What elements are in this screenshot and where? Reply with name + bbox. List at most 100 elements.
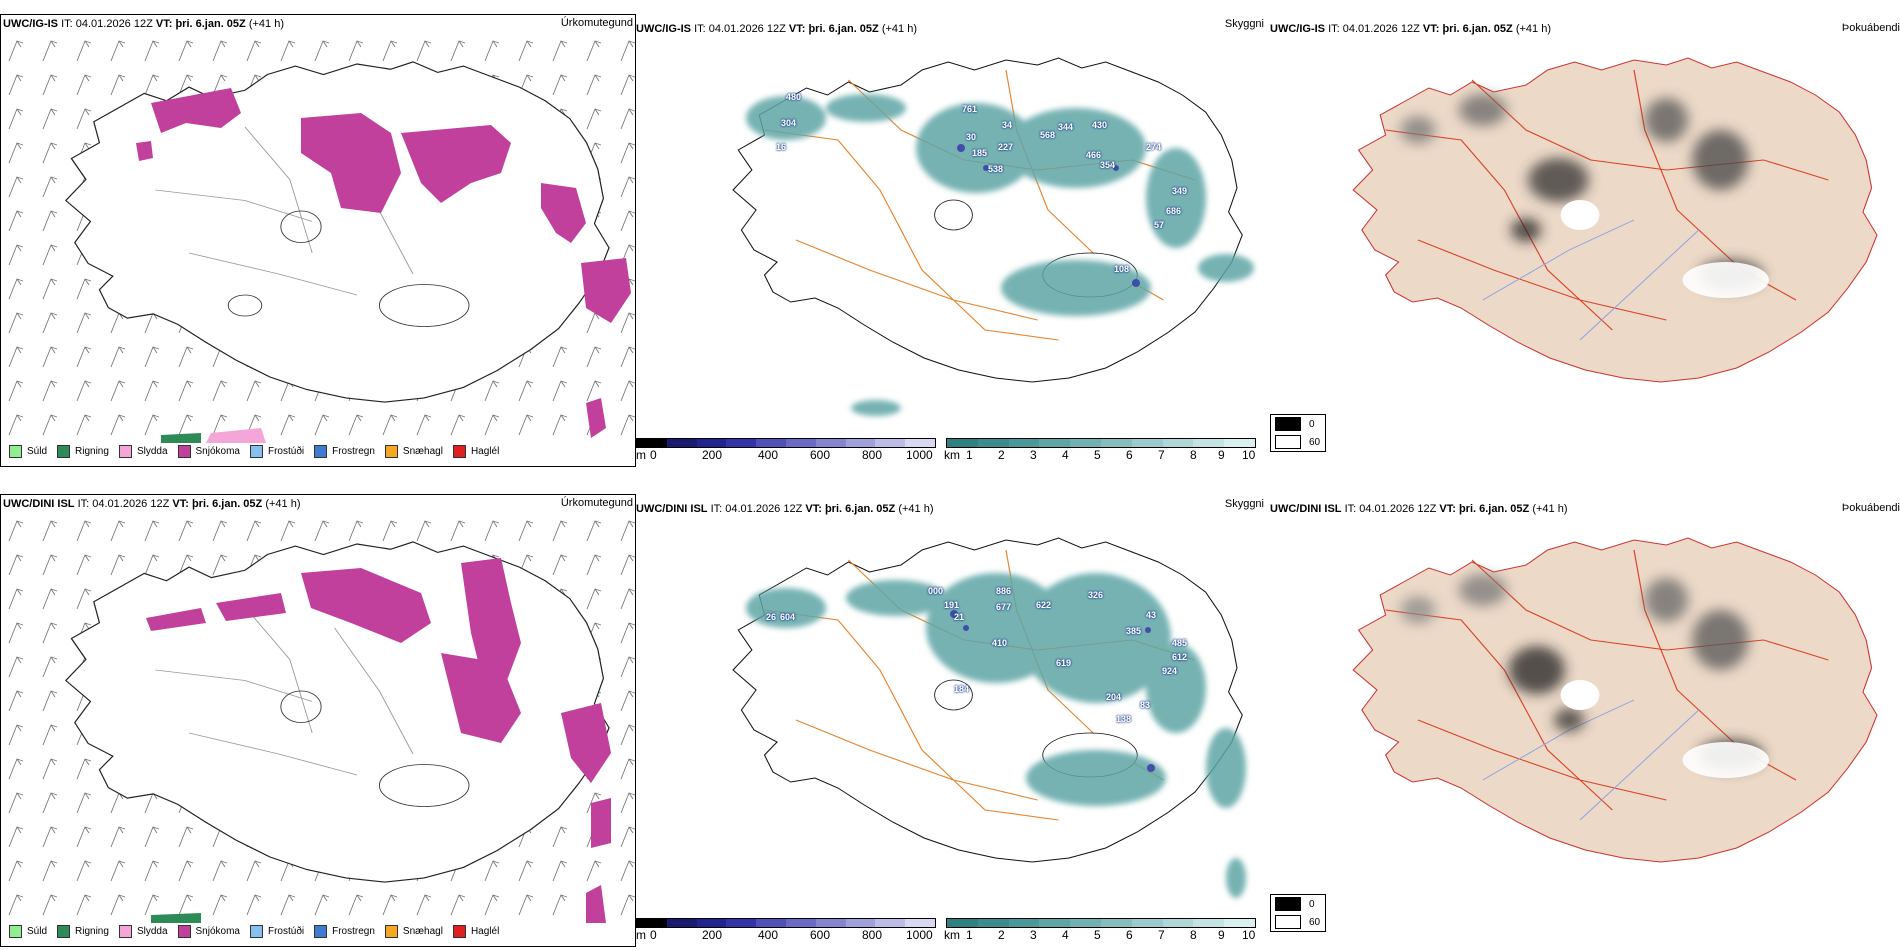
panel-title: Skyggni	[1224, 498, 1264, 510]
colorbar-tick: 800	[862, 928, 883, 942]
ceiling-colorbar-segment	[726, 919, 757, 927]
ceiling-value: 000	[928, 586, 944, 596]
ceiling-value: 686	[1166, 206, 1182, 216]
colorbar-tick: 0	[650, 448, 657, 462]
precip-legend: Súld Rigning Slydda Snjókoma Frostúði Fr…	[9, 445, 509, 458]
ceiling-colorbar-segment	[905, 919, 935, 927]
legend-item: Frostúði	[249, 925, 304, 938]
ceiling-colorbar-segment	[666, 439, 697, 447]
colorbar-tick: 1000	[906, 448, 933, 462]
panel-header: UWC/IG-IS IT: 04.01.2026 12Z VT: þri. 6.…	[636, 23, 917, 35]
ceiling-value: 604	[780, 612, 796, 622]
legend-item: Snjókoma	[177, 925, 240, 938]
ceiling-value: 466	[1086, 150, 1102, 160]
legend-item: Frostregn	[314, 925, 375, 938]
colorbar-tick: 6	[1126, 928, 1133, 942]
visibility-colorbar-segment	[947, 919, 978, 927]
panel-title: Þokuábendi	[1841, 502, 1900, 514]
ceiling-value: 924	[1162, 666, 1178, 676]
ceiling-value: 184	[954, 684, 970, 694]
visibility-colorbar: km 1 2 3 4 5 6 7 8 9 10	[944, 918, 1256, 942]
legend-item: Rigning	[57, 925, 109, 938]
legend-swatch	[384, 925, 398, 938]
legend-swatch	[384, 445, 398, 458]
visibility-colorbar-segment	[977, 919, 1009, 927]
colorbar-tick: 10	[1242, 448, 1256, 462]
fog-panel-2: UWC/DINI ISL IT: 04.01.2026 12Z VT: þri.…	[1270, 494, 1900, 894]
precip-type-panel-2: UWC/DINI ISL IT: 04.01.2026 12Z VT: þri.…	[0, 494, 636, 947]
colorbar-tick: 9	[1218, 928, 1225, 942]
colorbar-tick: 8	[1190, 928, 1197, 942]
legend-swatch	[177, 445, 191, 458]
ceiling-value: 57	[1154, 220, 1165, 230]
ceiling-colorbar-segment	[785, 439, 816, 447]
colorbar-tick: 1	[966, 448, 973, 462]
fog-legend-swatch	[1275, 417, 1301, 431]
panel-header: UWC/IG-IS IT: 04.01.2026 12Z VT: þri. 6.…	[3, 18, 284, 30]
ceiling-value: 326	[1088, 590, 1104, 600]
visibility-colorbar-segment	[977, 439, 1009, 447]
ceiling-colorbar-segment	[845, 439, 876, 447]
fog-legend-item: 0	[1271, 895, 1325, 913]
fog-legend-item: 60	[1271, 433, 1325, 451]
colorbar-tick: 400	[758, 928, 779, 942]
ceiling-colorbar-segment	[696, 919, 727, 927]
legend-item: Haglél	[452, 445, 499, 458]
ceiling-value: 385	[1126, 626, 1142, 636]
colorbar-tick: 2	[998, 928, 1005, 942]
panel-header: UWC/DINI ISL IT: 04.01.2026 12Z VT: þri.…	[636, 503, 934, 515]
ceiling-value: 43	[1146, 610, 1157, 620]
visibility-panel-1: UWC/IG-IS IT: 04.01.2026 12Z VT: þri. 6.…	[636, 14, 1266, 465]
ceiling-value: 568	[1040, 130, 1056, 140]
panel-header: UWC/DINI ISL IT: 04.01.2026 12Z VT: þri.…	[1270, 503, 1568, 515]
ceiling-value: 410	[992, 638, 1008, 648]
panel-title: Skyggni	[1224, 18, 1264, 30]
panel-title: Úrkomutegund	[560, 497, 633, 509]
legend-swatch	[57, 445, 71, 458]
ceiling-colorbar-segment	[637, 439, 667, 447]
fog-panel-1: UWC/IG-IS IT: 04.01.2026 12Z VT: þri. 6.…	[1270, 14, 1900, 414]
colorbar-tick: 1000	[906, 928, 933, 942]
legend-swatch	[314, 925, 328, 938]
colorbar-tick: 800	[862, 448, 883, 462]
legend-item: Snæhagl	[384, 925, 443, 938]
ceiling-colorbar-segment	[756, 439, 786, 447]
visibility-colorbar: km 1 2 3 4 5 6 7 8 9 10	[944, 438, 1256, 462]
colorbar-unit: km	[944, 928, 960, 942]
visibility-colorbar-segment	[1100, 439, 1132, 447]
ceiling-colorbar: m 0 200 400 600 800 1000	[636, 918, 936, 942]
colorbar-tick: 600	[810, 448, 831, 462]
ceiling-colorbar-segment	[845, 919, 876, 927]
ceiling-value: 349	[1172, 186, 1188, 196]
legend-item: Frostúði	[249, 445, 304, 458]
colorbar-tick: 200	[702, 928, 723, 942]
visibility-colorbar-segment	[1131, 439, 1163, 447]
panel-title: Þokuábendi	[1841, 22, 1900, 34]
legend-swatch	[118, 445, 132, 458]
ceiling-value: 619	[1056, 658, 1072, 668]
ceiling-value: 191	[944, 600, 960, 610]
ceiling-colorbar-segment	[875, 919, 906, 927]
legend-item: Snæhagl	[384, 445, 443, 458]
legend-item: Slydda	[118, 445, 168, 458]
visibility-colorbar-segment	[1224, 439, 1255, 447]
legend-item: Snjókoma	[177, 445, 240, 458]
visibility-colorbar-segment	[1039, 439, 1071, 447]
colorbar-tick: 4	[1062, 448, 1069, 462]
visibility-colorbar-segment	[1070, 439, 1101, 447]
visibility-colorbar-segment	[1162, 439, 1194, 447]
legend-swatch	[118, 925, 132, 938]
visibility-panel-2: UWC/DINI ISL IT: 04.01.2026 12Z VT: þri.…	[636, 494, 1266, 945]
fog-legend-item: 0	[1271, 415, 1325, 433]
ceiling-value: 344	[1058, 122, 1074, 132]
precip-map	[1, 33, 635, 443]
colorbar-tick: 600	[810, 928, 831, 942]
ceiling-value: 612	[1172, 652, 1188, 662]
ceiling-value: 886	[996, 586, 1012, 596]
colorbar-tick: 4	[1062, 928, 1069, 942]
legend-item: Súld	[9, 925, 47, 938]
panel-header: UWC/IG-IS IT: 04.01.2026 12Z VT: þri. 6.…	[1270, 23, 1551, 35]
visibility-colorbar-segment	[1193, 439, 1225, 447]
precip-type-panel-1: UWC/IG-IS IT: 04.01.2026 12Z VT: þri. 6.…	[0, 14, 636, 467]
ceiling-value: 16	[776, 142, 787, 152]
